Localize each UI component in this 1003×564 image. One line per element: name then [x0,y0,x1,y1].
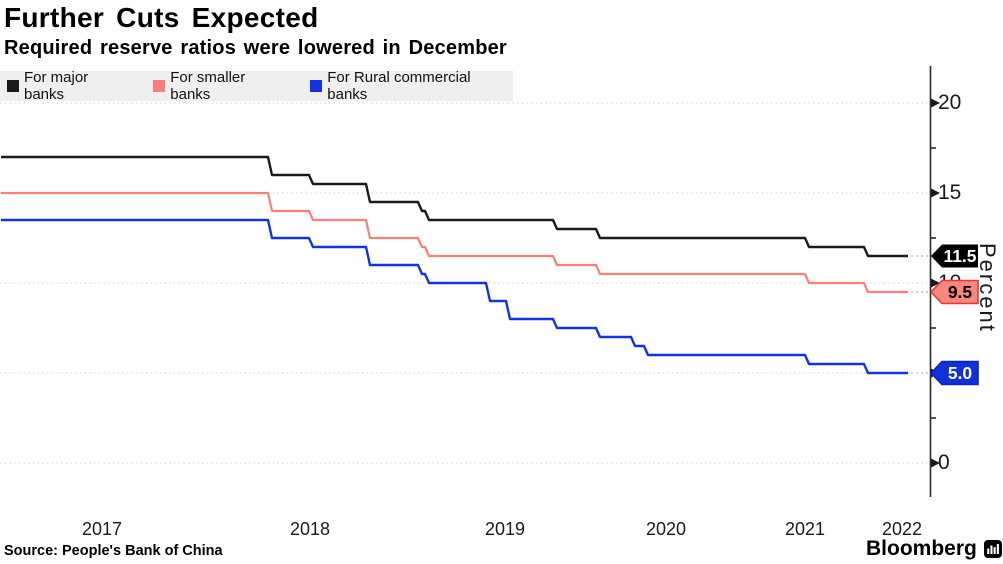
y-axis-tick-label-0: 0 [938,451,950,474]
y-axis-tick-label-20: 20 [938,91,962,114]
series-line-1 [1,191,908,294]
source-note: Source: People's Bank of China [4,543,223,559]
legend-label-smaller-banks: For smaller banks [170,69,246,103]
series-line-0 [1,155,908,258]
x-axis-label-2017: 2017 [81,519,123,539]
legend: For major banks For smaller banks For Ru… [0,69,513,103]
legend-item-major-banks: For major banks [7,69,131,103]
x-axis-label-2019: 2019 [484,519,526,539]
y-axis-tick-arrow [931,368,940,378]
bloomberg-logo: Bloomberg [866,537,1002,561]
x-axis-label-2018: 2018 [289,519,331,539]
chart-subtitle: Required reserve ratios were lowered in … [4,37,507,59]
legend-label-rural-banks: For Rural commercial banks [327,69,471,103]
end-value-label-2: 5.0 [948,363,973,383]
legend-item-rural-banks: For Rural commercial banks [310,69,513,103]
x-axis-label-2022: 2022 [881,519,923,539]
x-axis-label-2021: 2021 [784,519,826,539]
y-axis-title: Percent [975,243,1000,333]
legend-item-smaller-banks: For smaller banks [153,69,288,103]
series-line-2 [1,218,908,375]
legend-label-major-banks: For major banks [24,69,89,103]
end-value-tag-2 [929,360,979,386]
legend-swatch-smaller-banks [153,80,166,92]
bloomberg-wordmark: Bloomberg [866,537,977,560]
end-value-label-0: 11.5 [943,246,976,266]
end-value-tag-0 [931,244,978,268]
x-axis-label-2020: 2020 [645,519,687,539]
chart-title: Further Cuts Expected [4,2,319,33]
y-axis-tick-label-15: 15 [938,181,962,204]
legend-swatch-major-banks [7,80,19,92]
y-axis-tick-label-10: 10 [938,271,962,294]
bloomberg-terminal-icon [983,540,1002,558]
legend-swatch-rural-banks [310,80,323,92]
